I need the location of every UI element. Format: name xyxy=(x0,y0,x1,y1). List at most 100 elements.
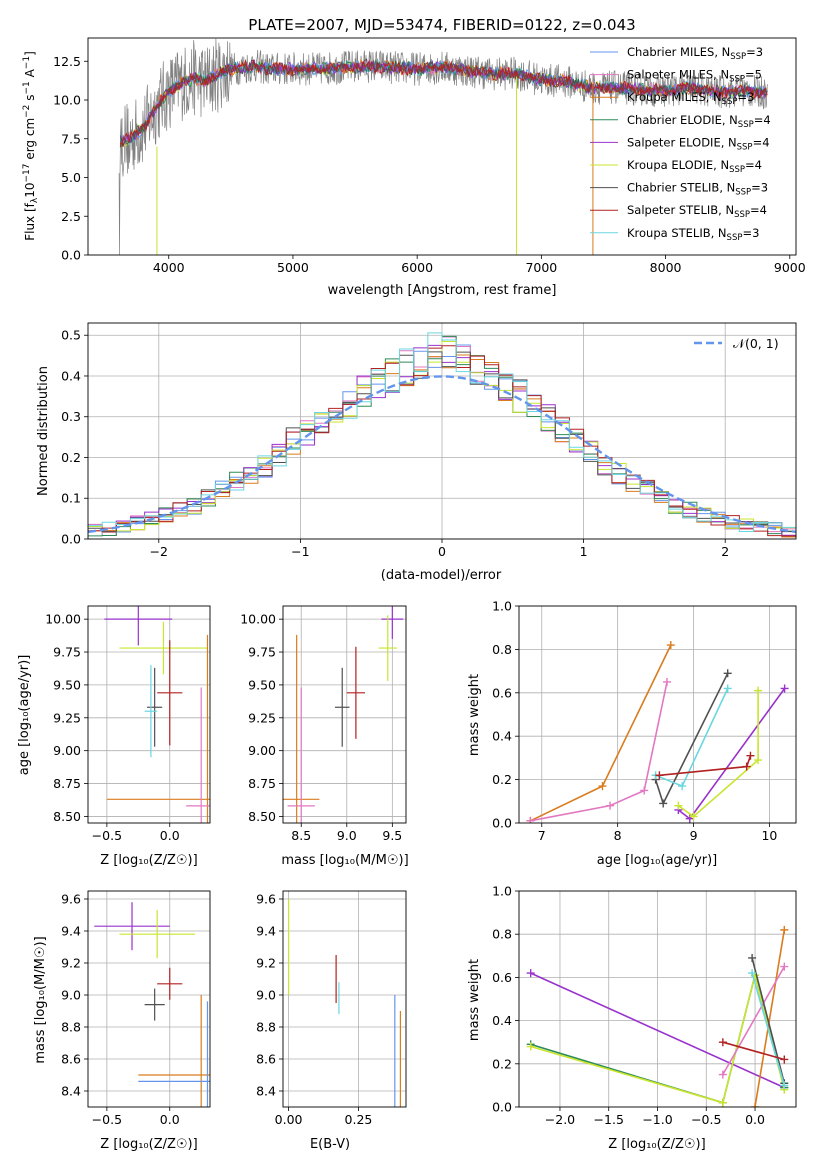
y-tick-label: 8.75 xyxy=(248,776,276,791)
massweight-marker xyxy=(640,786,649,795)
ylabel-part: Flux [f xyxy=(23,202,37,240)
y-tick-label: 5.0 xyxy=(61,170,81,185)
legend-n: =3 xyxy=(737,90,754,104)
legend-n: =3 xyxy=(746,45,763,59)
model-spectrum-line xyxy=(119,58,768,148)
legend-name: Salpeter MILES, N xyxy=(627,68,729,82)
x-tick-label: 10 xyxy=(761,828,777,843)
y-tick-label: 0.4 xyxy=(492,729,512,744)
y-tick-label: 9.50 xyxy=(53,677,81,692)
x-tick-label: −0.5 xyxy=(92,828,122,843)
x-tick-label: 6000 xyxy=(401,260,433,275)
mass-vs-z-panel: −0.5 0.0 8.4 8.6 8.8 9.0 9.2 9.4 9.6 xyxy=(61,890,211,1127)
massweight-marker xyxy=(718,1070,727,1079)
massweight-line xyxy=(530,644,672,822)
x-tick-label: 0.0 xyxy=(160,828,180,843)
spectrum-ylabel: Flux [fλ10−17 erg cm−2 s−1 A−1] xyxy=(22,51,40,241)
y-tick-label: 0.8 xyxy=(492,642,512,657)
y-tick-label: 8.50 xyxy=(248,809,276,824)
massweight-marker xyxy=(674,801,683,810)
y-tick-label: 0.4 xyxy=(61,368,81,383)
y-tick-label: 8.6 xyxy=(61,1052,81,1067)
legend-n: =4 xyxy=(754,113,771,127)
age-vs-mass-panel: 8.5 9.0 9.5 8.50 8.75 9.00 9.25 9.50 9.75 10.00 xyxy=(240,605,407,843)
massweight-marker xyxy=(754,756,763,765)
legend-label: Kroupa MILES, NSSP=3 xyxy=(627,90,754,107)
massweight-marker xyxy=(742,762,751,771)
legend-label: Chabrier STELIB, NSSP=3 xyxy=(627,181,768,198)
x-tick-label: −1 xyxy=(291,544,309,559)
y-tick-label: 0.0 xyxy=(61,532,81,547)
legend-sub: SSP xyxy=(738,120,754,130)
massweight-marker xyxy=(780,962,789,971)
massweight-marker xyxy=(780,925,789,934)
p_mz-plot-area xyxy=(88,891,210,1107)
y-tick-label: 0.8 xyxy=(492,927,512,942)
x-tick-label: −1.5 xyxy=(594,1112,624,1127)
legend-n: =3 xyxy=(751,181,768,195)
y-tick-label: 9.25 xyxy=(248,710,276,725)
x-tick-label: 0 xyxy=(438,544,446,559)
mw-z-ylabel: mass weight xyxy=(467,959,482,1041)
mass-z-ylabel: mass [log₁₀(M/M☉)] xyxy=(33,936,48,1063)
mass-z-xlabel: Z [log₁₀(Z/Z☉)] xyxy=(100,1137,197,1152)
ylabel-part: 10 xyxy=(23,183,37,198)
x-tick-label: 5000 xyxy=(277,260,309,275)
legend-n: =4 xyxy=(753,135,770,149)
massweight-line xyxy=(751,957,786,1084)
y-tick-label: 9.00 xyxy=(248,743,276,758)
legend-sub: SSP xyxy=(722,97,738,107)
x-tick-label: −2 xyxy=(150,544,168,559)
massweight-marker xyxy=(723,669,732,678)
legend-sub: SSP xyxy=(727,233,743,243)
massweight-vs-age-panel: 7 8 9 10 0.0 0.2 0.4 0.6 0.8 1.0 xyxy=(492,599,797,843)
x-tick-label: 2 xyxy=(721,544,729,559)
legend-label: Salpeter MILES, NSSP=5 xyxy=(627,68,762,85)
mass-ebv-xlabel: E(B-V) xyxy=(310,1137,350,1152)
massweight-line xyxy=(754,929,786,1107)
y-tick-label: 0.6 xyxy=(492,685,512,700)
p_mebv-plot-area xyxy=(283,891,406,1107)
spectrum-xlabel: wavelength [Angstrom, rest frame] xyxy=(328,283,557,298)
massweight-marker xyxy=(666,641,675,650)
y-tick-label: 10.00 xyxy=(240,612,276,627)
y-tick-label: 9.6 xyxy=(61,892,81,907)
legend-n: =4 xyxy=(750,203,767,217)
massweight-marker xyxy=(751,1103,760,1107)
massweight-marker xyxy=(723,684,732,693)
y-tick-label: 8.4 xyxy=(256,1084,276,1099)
legend-sub: SSP xyxy=(729,75,745,85)
x-tick-label: 9.0 xyxy=(337,828,357,843)
x-tick-label: 4000 xyxy=(153,260,185,275)
ylabel-part: λ xyxy=(30,197,40,203)
legend-sub: SSP xyxy=(730,52,746,62)
massweight-marker xyxy=(526,816,535,823)
x-tick-label: 8000 xyxy=(650,260,682,275)
age-z-xlabel: Z [log₁₀(Z/Z☉)] xyxy=(100,853,197,868)
age-vs-z-panel: −0.5 0.0 8.50 8.75 9.00 9.25 9.50 9.75 10.00 xyxy=(45,605,211,843)
massweight-marker xyxy=(689,812,698,821)
age-z-ylabel: age [log₁₀(age/yr)] xyxy=(17,655,32,776)
massweight-line xyxy=(659,755,752,777)
massweight-marker xyxy=(662,677,671,686)
y-tick-label: 0.2 xyxy=(61,450,81,465)
x-tick-label: 1 xyxy=(580,544,588,559)
figure-title: PLATE=2007, MJD=53474, FIBERID=0122, z=0… xyxy=(248,16,635,34)
legend-label: Kroupa ELODIE, NSSP=4 xyxy=(627,158,762,175)
x-tick-label: 9.5 xyxy=(382,828,402,843)
histogram-ylabel: Normed distribution xyxy=(36,366,51,496)
x-tick-label: 8.5 xyxy=(291,828,311,843)
y-tick-label: 0.0 xyxy=(61,248,81,263)
y-tick-label: 0.6 xyxy=(492,970,512,985)
massweight-marker xyxy=(655,771,664,780)
massweight-marker xyxy=(780,1081,789,1090)
p_agem-frame xyxy=(282,605,407,824)
y-tick-label: 8.8 xyxy=(61,1020,81,1035)
gaussian-curve xyxy=(88,375,796,534)
y-tick-label: 9.25 xyxy=(53,710,81,725)
massweight-line xyxy=(722,1041,785,1061)
legend-sub: SSP xyxy=(737,142,753,152)
age-mass-xlabel: mass [log₁₀(M/M☉)] xyxy=(281,853,408,868)
spectrum-panel: 4000 5000 6000 7000 8000 9000 0.0 2.5 5.0 7.5 10.0… xyxy=(53,37,806,275)
legend-sub: SSP xyxy=(734,210,750,220)
